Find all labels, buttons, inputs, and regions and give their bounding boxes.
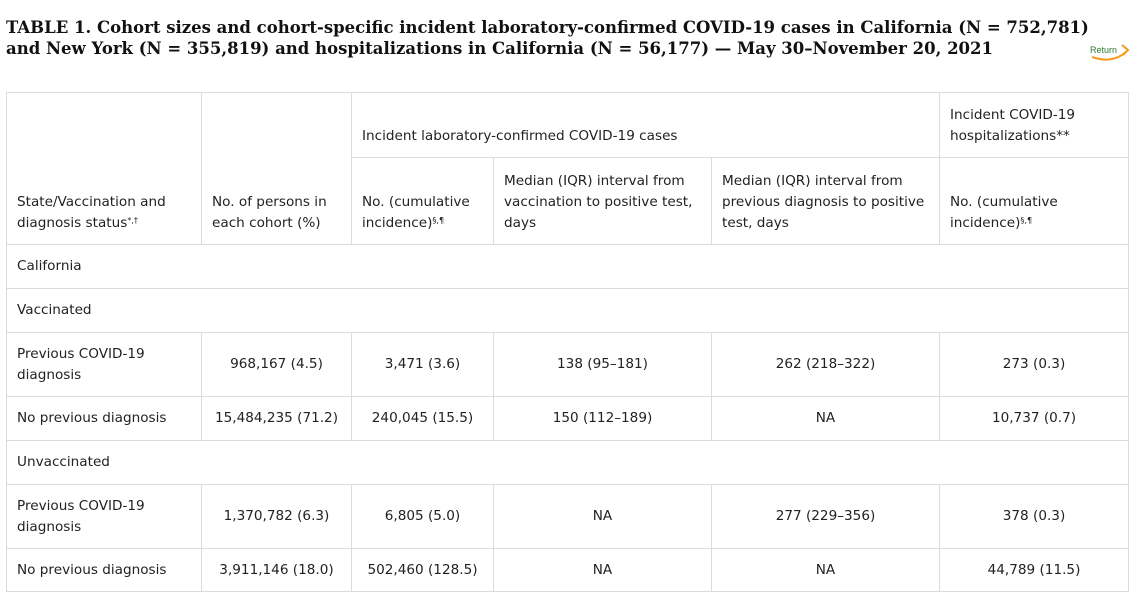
cell-hospitalizations: 44,789 (11.5) — [939, 548, 1129, 592]
return-arrow-icon — [1091, 44, 1130, 61]
state-label: California — [6, 244, 1129, 289]
cell-hospitalizations: 273 (0.3) — [939, 332, 1129, 397]
cell-hospitalizations: 378 (0.3) — [939, 484, 1129, 549]
cell-median-diagnosis: NA — [711, 548, 940, 592]
header-spacer — [6, 92, 202, 158]
cell-hospitalizations: 10,737 (0.7) — [939, 396, 1129, 441]
cell-persons: 968,167 (4.5) — [201, 332, 352, 397]
vaccinated-label: Vaccinated — [6, 288, 1129, 333]
unvaccinated-label: Unvaccinated — [6, 440, 1129, 485]
cell-cases: 6,805 (5.0) — [351, 484, 494, 549]
header-status-label: State/Vaccination and diagnosis status — [17, 194, 166, 231]
cell-persons: 15,484,235 (71.2) — [201, 396, 352, 441]
cell-median-diagnosis: 262 (218–322) — [711, 332, 940, 397]
header-hosp-no-label: No. (cumulative incidence) — [950, 194, 1058, 231]
cell-cases: 240,045 (15.5) — [351, 396, 494, 441]
cell-persons: 1,370,782 (6.3) — [201, 484, 352, 549]
row-label: No previous diagnosis — [6, 548, 202, 592]
table-caption: TABLE 1. Cohort sizes and cohort-specifi… — [6, 18, 1089, 58]
header-median-diagnosis: Median (IQR) interval from previous diag… — [711, 157, 940, 245]
cell-median-vaccination: NA — [493, 484, 712, 549]
cell-cases: 502,460 (128.5) — [351, 548, 494, 592]
return-link[interactable]: Return — [1088, 40, 1132, 62]
data-table: Incident laboratory-confirmed COVID-19 c… — [6, 92, 1129, 592]
header-median-vaccination: Median (IQR) interval from vaccination t… — [493, 157, 712, 245]
header-status-footnote: *,† — [127, 216, 138, 225]
header-spacer — [201, 92, 352, 158]
header-group-row: Incident laboratory-confirmed COVID-19 c… — [6, 92, 1129, 158]
section-row-vaccinated: Vaccinated — [6, 288, 1129, 333]
header-cases-no: No. (cumulative incidence)§,¶ — [351, 157, 494, 245]
row-label: Previous COVID-19 diagnosis — [6, 484, 202, 549]
table-row: Previous COVID-19 diagnosis 968,167 (4.5… — [6, 332, 1129, 397]
cell-persons: 3,911,146 (18.0) — [201, 548, 352, 592]
header-group-hospitalizations: Incident COVID-19 hospitalizations** — [939, 92, 1129, 158]
header-hosp-no-footnote: §,¶ — [1020, 216, 1033, 225]
cell-median-diagnosis: NA — [711, 396, 940, 441]
cell-median-vaccination: NA — [493, 548, 712, 592]
cell-cases: 3,471 (3.6) — [351, 332, 494, 397]
header-group-cases: Incident laboratory-confirmed COVID-19 c… — [351, 92, 940, 158]
return-label: Return — [1090, 45, 1118, 55]
header-column-row: State/Vaccination and diagnosis status*,… — [6, 157, 1129, 245]
table-row: No previous diagnosis 15,484,235 (71.2) … — [6, 396, 1129, 441]
cell-median-vaccination: 138 (95–181) — [493, 332, 712, 397]
cell-median-vaccination: 150 (112–189) — [493, 396, 712, 441]
row-label: Previous COVID-19 diagnosis — [6, 332, 202, 397]
section-row-state: California — [6, 244, 1129, 289]
table-row: Previous COVID-19 diagnosis 1,370,782 (6… — [6, 484, 1129, 549]
header-persons: No. of persons in each cohort (%) — [201, 157, 352, 245]
cell-median-diagnosis: 277 (229–356) — [711, 484, 940, 549]
header-status: State/Vaccination and diagnosis status*,… — [6, 157, 202, 245]
header-cases-no-footnote: §,¶ — [432, 216, 445, 225]
section-row-unvaccinated: Unvaccinated — [6, 440, 1129, 485]
header-cases-no-label: No. (cumulative incidence) — [362, 194, 470, 231]
table-row: No previous diagnosis 3,911,146 (18.0) 5… — [6, 548, 1129, 592]
row-label: No previous diagnosis — [6, 396, 202, 441]
header-hosp-no: No. (cumulative incidence)§,¶ — [939, 157, 1129, 245]
